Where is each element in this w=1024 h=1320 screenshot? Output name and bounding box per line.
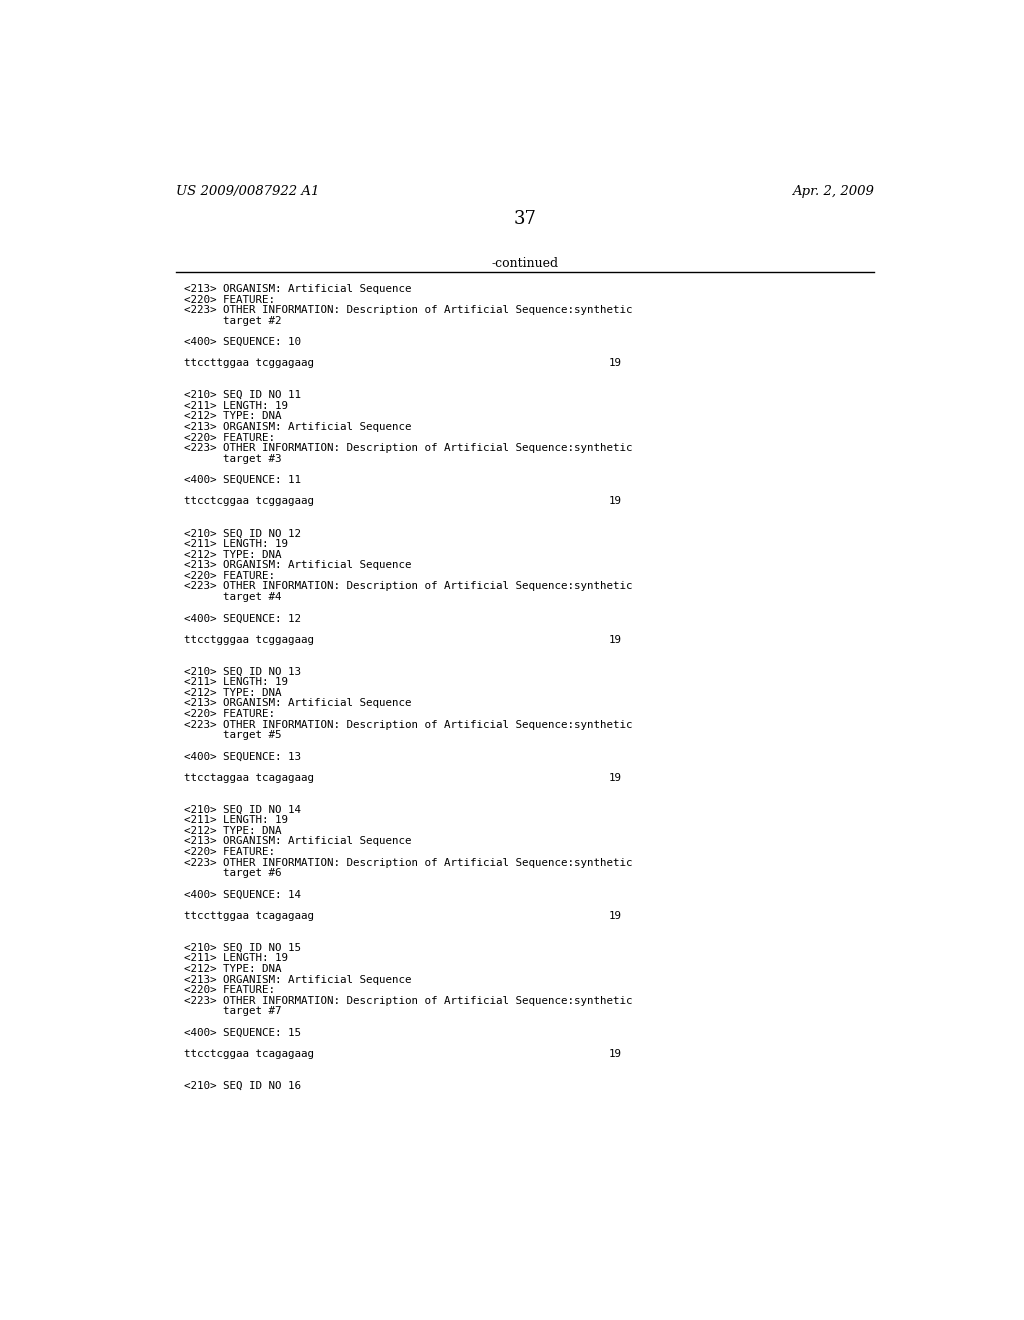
Text: <210> SEQ ID NO 13: <210> SEQ ID NO 13 [183, 667, 301, 676]
Text: <220> FEATURE:: <220> FEATURE: [183, 709, 274, 719]
Text: <213> ORGANISM: Artificial Sequence: <213> ORGANISM: Artificial Sequence [183, 698, 412, 709]
Text: <210> SEQ ID NO 16: <210> SEQ ID NO 16 [183, 1081, 301, 1090]
Text: ttccttggaa tcggagaag: ttccttggaa tcggagaag [183, 358, 313, 368]
Text: <220> FEATURE:: <220> FEATURE: [183, 433, 274, 442]
Text: <210> SEQ ID NO 15: <210> SEQ ID NO 15 [183, 942, 301, 953]
Text: 19: 19 [608, 358, 622, 368]
Text: 37: 37 [513, 210, 537, 228]
Text: <213> ORGANISM: Artificial Sequence: <213> ORGANISM: Artificial Sequence [183, 560, 412, 570]
Text: <213> ORGANISM: Artificial Sequence: <213> ORGANISM: Artificial Sequence [183, 284, 412, 294]
Text: 19: 19 [608, 635, 622, 644]
Text: <400> SEQUENCE: 10: <400> SEQUENCE: 10 [183, 337, 301, 347]
Text: <210> SEQ ID NO 14: <210> SEQ ID NO 14 [183, 805, 301, 814]
Text: target #4: target #4 [183, 593, 282, 602]
Text: <212> TYPE: DNA: <212> TYPE: DNA [183, 826, 282, 836]
Text: <400> SEQUENCE: 12: <400> SEQUENCE: 12 [183, 614, 301, 623]
Text: <223> OTHER INFORMATION: Description of Artificial Sequence:synthetic: <223> OTHER INFORMATION: Description of … [183, 444, 632, 453]
Text: <213> ORGANISM: Artificial Sequence: <213> ORGANISM: Artificial Sequence [183, 837, 412, 846]
Text: target #7: target #7 [183, 1006, 282, 1016]
Text: <223> OTHER INFORMATION: Description of Artificial Sequence:synthetic: <223> OTHER INFORMATION: Description of … [183, 719, 632, 730]
Text: <400> SEQUENCE: 11: <400> SEQUENCE: 11 [183, 475, 301, 486]
Text: <223> OTHER INFORMATION: Description of Artificial Sequence:synthetic: <223> OTHER INFORMATION: Description of … [183, 305, 632, 315]
Text: target #6: target #6 [183, 869, 282, 878]
Text: 19: 19 [608, 772, 622, 783]
Text: <212> TYPE: DNA: <212> TYPE: DNA [183, 964, 282, 974]
Text: ttcctgggaa tcggagaag: ttcctgggaa tcggagaag [183, 635, 313, 644]
Text: <220> FEATURE:: <220> FEATURE: [183, 847, 274, 857]
Text: <213> ORGANISM: Artificial Sequence: <213> ORGANISM: Artificial Sequence [183, 422, 412, 432]
Text: target #2: target #2 [183, 315, 282, 326]
Text: <223> OTHER INFORMATION: Description of Artificial Sequence:synthetic: <223> OTHER INFORMATION: Description of … [183, 858, 632, 867]
Text: <210> SEQ ID NO 12: <210> SEQ ID NO 12 [183, 528, 301, 539]
Text: <400> SEQUENCE: 15: <400> SEQUENCE: 15 [183, 1028, 301, 1038]
Text: <211> LENGTH: 19: <211> LENGTH: 19 [183, 401, 288, 411]
Text: Apr. 2, 2009: Apr. 2, 2009 [792, 185, 873, 198]
Text: <211> LENGTH: 19: <211> LENGTH: 19 [183, 953, 288, 964]
Text: <211> LENGTH: 19: <211> LENGTH: 19 [183, 539, 288, 549]
Text: <223> OTHER INFORMATION: Description of Artificial Sequence:synthetic: <223> OTHER INFORMATION: Description of … [183, 581, 632, 591]
Text: <212> TYPE: DNA: <212> TYPE: DNA [183, 688, 282, 698]
Text: <400> SEQUENCE: 14: <400> SEQUENCE: 14 [183, 890, 301, 900]
Text: <220> FEATURE:: <220> FEATURE: [183, 570, 274, 581]
Text: <220> FEATURE:: <220> FEATURE: [183, 985, 274, 995]
Text: ttcctcggaa tcggagaag: ttcctcggaa tcggagaag [183, 496, 313, 507]
Text: US 2009/0087922 A1: US 2009/0087922 A1 [176, 185, 319, 198]
Text: <212> TYPE: DNA: <212> TYPE: DNA [183, 412, 282, 421]
Text: target #5: target #5 [183, 730, 282, 741]
Text: <223> OTHER INFORMATION: Description of Artificial Sequence:synthetic: <223> OTHER INFORMATION: Description of … [183, 995, 632, 1006]
Text: <212> TYPE: DNA: <212> TYPE: DNA [183, 549, 282, 560]
Text: <213> ORGANISM: Artificial Sequence: <213> ORGANISM: Artificial Sequence [183, 974, 412, 985]
Text: 19: 19 [608, 496, 622, 507]
Text: <400> SEQUENCE: 13: <400> SEQUENCE: 13 [183, 751, 301, 762]
Text: ttcctcggaa tcagagaag: ttcctcggaa tcagagaag [183, 1049, 313, 1059]
Text: 19: 19 [608, 911, 622, 921]
Text: <211> LENGTH: 19: <211> LENGTH: 19 [183, 677, 288, 688]
Text: 19: 19 [608, 1049, 622, 1059]
Text: target #3: target #3 [183, 454, 282, 463]
Text: ttccttggaa tcagagaag: ttccttggaa tcagagaag [183, 911, 313, 921]
Text: <211> LENGTH: 19: <211> LENGTH: 19 [183, 816, 288, 825]
Text: -continued: -continued [492, 257, 558, 271]
Text: <210> SEQ ID NO 11: <210> SEQ ID NO 11 [183, 391, 301, 400]
Text: <220> FEATURE:: <220> FEATURE: [183, 294, 274, 305]
Text: ttcctaggaa tcagagaag: ttcctaggaa tcagagaag [183, 772, 313, 783]
